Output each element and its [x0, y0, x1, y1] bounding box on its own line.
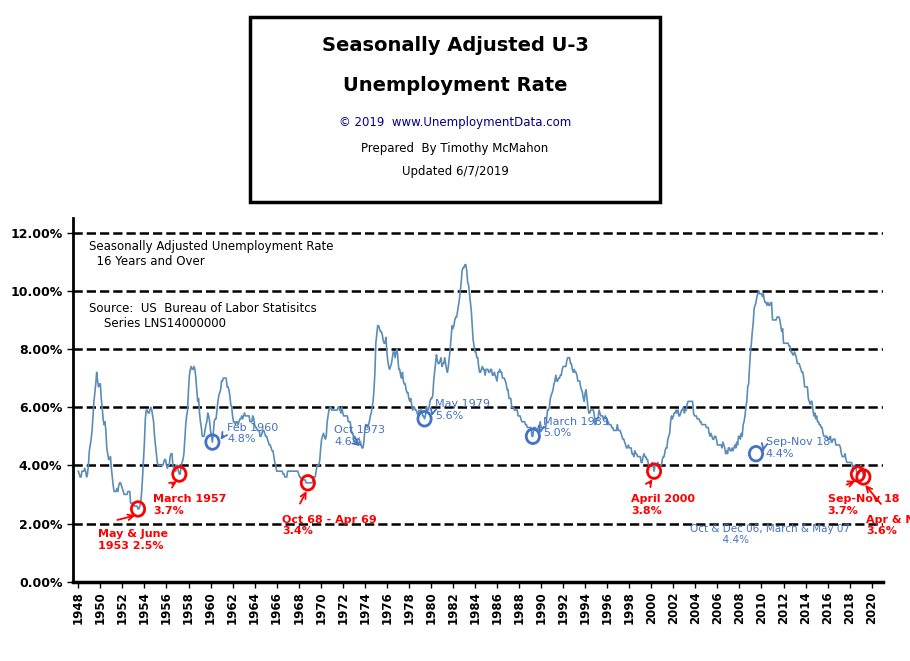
Text: Seasonally Adjusted Unemployment Rate
  16 Years and Over: Seasonally Adjusted Unemployment Rate 16…	[89, 240, 334, 268]
Text: Sep-Nov 18
3.7%: Sep-Nov 18 3.7%	[827, 494, 899, 516]
Text: March 1957
3.7%: March 1957 3.7%	[153, 494, 227, 516]
Text: © 2019  www.UnemploymentData.com: © 2019 www.UnemploymentData.com	[339, 116, 571, 129]
Text: April 2000
3.8%: April 2000 3.8%	[632, 494, 695, 516]
Text: Feb 1960
4.8%: Feb 1960 4.8%	[228, 422, 278, 444]
Text: Unemployment Rate: Unemployment Rate	[343, 76, 567, 95]
Text: Oct 68 - Apr 69
3.4%: Oct 68 - Apr 69 3.4%	[282, 515, 377, 536]
Text: Sep-Nov 18
4.4%: Sep-Nov 18 4.4%	[766, 437, 830, 459]
Text: Prepared  By Timothy McMahon: Prepared By Timothy McMahon	[361, 142, 549, 155]
Text: Updated 6/7/2019: Updated 6/7/2019	[401, 165, 509, 178]
Text: Seasonally Adjusted U-3: Seasonally Adjusted U-3	[321, 36, 589, 56]
Text: Oct 1973
4.6%: Oct 1973 4.6%	[334, 426, 385, 447]
Text: Apr & May 2019
3.6%: Apr & May 2019 3.6%	[866, 515, 910, 536]
Text: May & June
1953 2.5%: May & June 1953 2.5%	[98, 529, 168, 551]
Text: Source:  US  Bureau of Labor Statisitcs
    Series LNS14000000: Source: US Bureau of Labor Statisitcs Se…	[89, 303, 317, 330]
Text: Oct & Dec 06, March & May 07
          4.4%: Oct & Dec 06, March & May 07 4.4%	[690, 524, 850, 545]
Text: May 1979
5.6%: May 1979 5.6%	[435, 399, 490, 421]
Text: March 1989
5.0%: March 1989 5.0%	[543, 416, 610, 438]
